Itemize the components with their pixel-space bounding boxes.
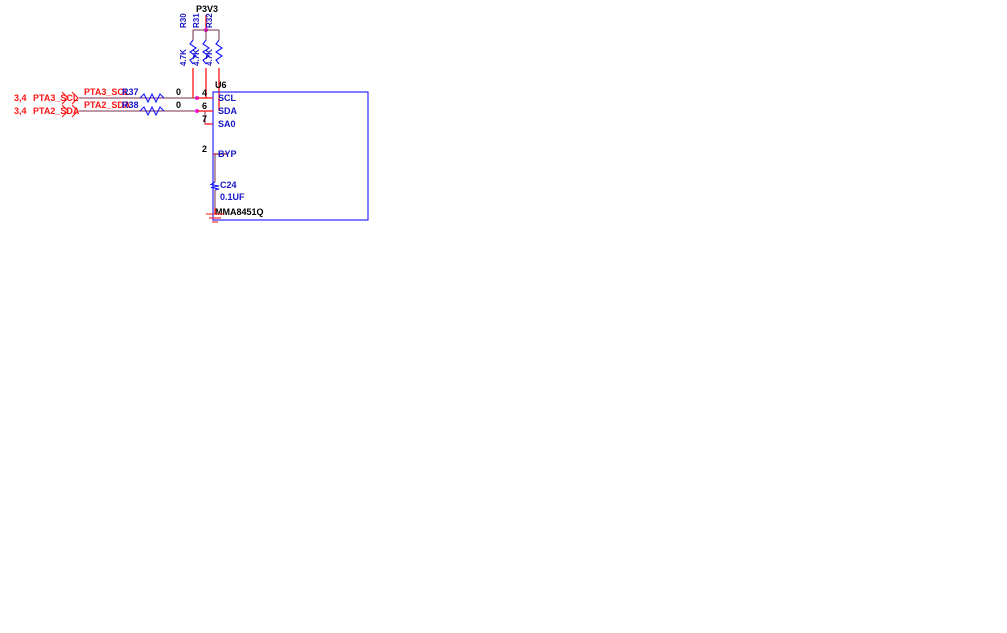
svg-text:4.7K: 4.7K [179, 49, 188, 66]
svg-text:P3V3: P3V3 [196, 4, 218, 14]
svg-text:R30: R30 [179, 13, 188, 28]
svg-text:U6: U6 [215, 80, 227, 90]
svg-text:4.7K: 4.7K [205, 49, 214, 66]
svg-text:R32: R32 [205, 13, 214, 28]
svg-text:R38: R38 [122, 100, 139, 110]
svg-text:2: 2 [202, 144, 207, 154]
svg-text:R37: R37 [122, 87, 139, 97]
svg-text:R31: R31 [192, 13, 201, 28]
svg-text:0.1UF: 0.1UF [220, 192, 245, 202]
svg-text:4.7K: 4.7K [192, 49, 201, 66]
svg-text:PTA2_SDA: PTA2_SDA [33, 106, 80, 116]
svg-text:4: 4 [202, 88, 207, 98]
svg-text:BYP: BYP [218, 149, 237, 159]
svg-text:3,4: 3,4 [14, 93, 27, 103]
svg-text:0: 0 [176, 100, 181, 110]
svg-text:SA0: SA0 [218, 119, 236, 129]
svg-text:SDA: SDA [218, 106, 238, 116]
svg-text:SCL: SCL [218, 93, 237, 103]
svg-text:PTA3_SCL: PTA3_SCL [33, 93, 79, 103]
svg-text:C24: C24 [220, 180, 237, 190]
svg-text:7: 7 [202, 114, 207, 124]
svg-text:3,4: 3,4 [14, 106, 27, 116]
svg-text:6: 6 [202, 101, 207, 111]
svg-text:0: 0 [176, 87, 181, 97]
svg-text:MMA8451Q: MMA8451Q [215, 207, 264, 217]
